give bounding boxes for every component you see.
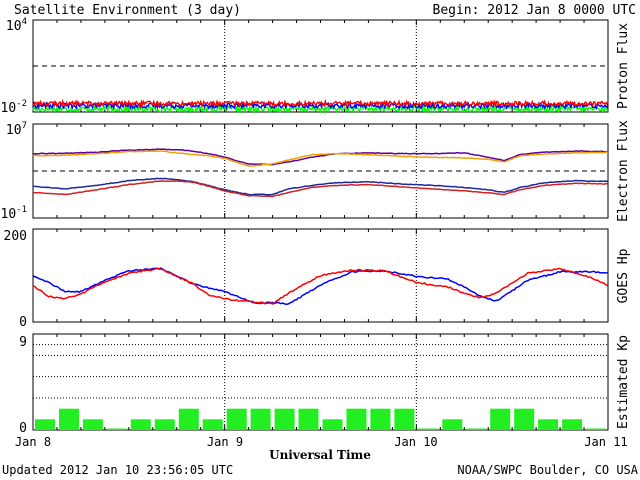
electron-flux-series-4 [32,180,609,198]
x-axis-label: Universal Time [269,448,371,462]
xtick-label-jan11: Jan 11 [584,435,627,449]
kp-bar [586,428,606,430]
updated-time: Updated 2012 Jan 10 23:56:05 UTC [2,463,233,477]
kp-bar [106,428,127,430]
proton-flux-series-1 [32,98,609,109]
electron-flux-series-2 [32,150,608,167]
kp-bar [202,419,223,430]
x-axis-ticks: Jan 8 Jan 9 Jan 10 Jan 11 [15,435,628,449]
kp-bar [490,408,511,430]
kp-bar [466,428,487,430]
proton-flux-ylabel: Proton Flux [616,23,631,109]
kp-bar [82,419,103,430]
estimated-kp-panel: 9 0 Estimated Kp [19,333,631,436]
kp-bar [178,408,199,430]
xtick-label-jan10: Jan 10 [394,435,437,449]
electron-flux-series-3 [33,177,609,196]
xtick-label-jan8: Jan 8 [15,435,51,449]
kp-bar [130,419,151,430]
estimated-kp-ylabel: Estimated Kp [616,335,631,429]
kp-bar [514,408,535,430]
xtick-label-jan9: Jan 9 [207,435,243,449]
kp-bar [298,408,319,430]
goes-hp-panel: 200 0 GOES Hp [4,228,631,330]
goes-ytick-bottom: 0 [19,315,27,330]
kp-ytick-top: 9 [19,335,27,350]
goes-hp-series-2 [32,267,609,305]
kp-bar [562,419,583,430]
electron-flux-panel: 107 10-1 Electron Flux [1,120,632,222]
proton-ytick-bottom: 10-2 [1,99,28,116]
goes-hp-ylabel: GOES Hp [616,248,631,303]
kp-bar [154,419,175,430]
electron-flux-ylabel: Electron Flux [616,120,631,222]
proton-ytick-top: 104 [6,17,27,34]
electron-flux-series-1 [33,148,609,166]
chart-title: Satellite Environment (3 day) [14,3,241,18]
kp-bar [250,408,271,430]
kp-bar [394,408,415,430]
kp-bar [418,428,439,430]
kp-bar [346,408,367,430]
electron-ytick-bottom: 10-1 [1,205,28,222]
kp-ytick-bottom: 0 [19,421,27,436]
kp-bar [59,408,79,430]
goes-ytick-top: 200 [4,229,27,244]
kp-bar [226,408,247,430]
kp-bar [538,419,559,430]
goes-hp-series-1 [32,267,609,306]
kp-bar [35,419,55,430]
kp-bar [322,419,343,430]
kp-bar [442,419,463,430]
credit: NOAA/SWPC Boulder, CO USA [457,463,638,477]
kp-bar [370,408,391,430]
kp-bar [274,408,295,430]
proton-flux-panel: 104 10-2 Proton Flux [1,17,632,116]
begin-time: Begin: 2012 Jan 8 0000 UTC [433,3,637,18]
electron-ytick-top: 107 [6,121,27,138]
